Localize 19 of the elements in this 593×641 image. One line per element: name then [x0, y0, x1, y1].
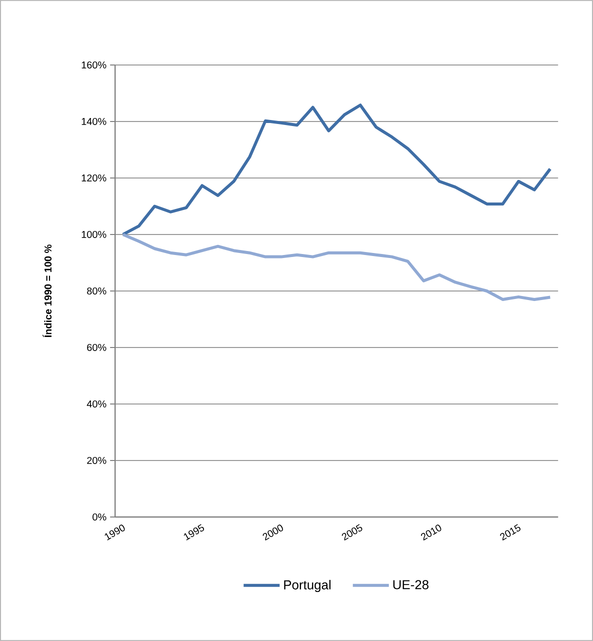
y-tick-label: 100%: [82, 230, 106, 238]
legend-label: Portugal: [284, 580, 330, 592]
y-tick-label: 140%: [82, 118, 106, 126]
y-tick-label: 160%: [82, 61, 106, 69]
line-series: [122, 104, 552, 236]
x-tick-label: 2015: [500, 524, 520, 540]
x-tick-label: 2000: [262, 524, 283, 540]
y-tick-label: 40%: [86, 400, 106, 408]
y-tick-label: 120%: [82, 174, 106, 182]
y-tick-label: 20%: [87, 456, 106, 464]
x-tick-label: 2005: [342, 524, 362, 540]
y-tick-label: 60%: [87, 344, 106, 352]
y-axis-title: Índice 1990 = 100 %: [42, 244, 52, 338]
y-tick-label: 0%: [92, 513, 106, 521]
x-tick-label: 1990: [104, 524, 125, 540]
legend-label: UE-28: [393, 580, 428, 590]
y-tick-label: 80%: [87, 287, 106, 295]
x-tick-label: 1995: [184, 524, 204, 540]
x-tick-label: 2010: [421, 524, 442, 540]
